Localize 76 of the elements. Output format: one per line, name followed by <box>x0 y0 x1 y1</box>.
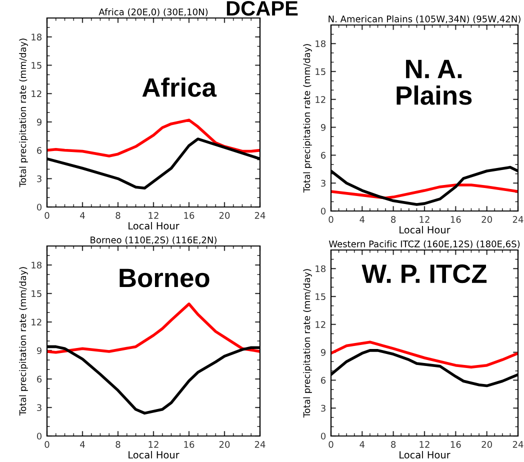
x-tick-label: 0 <box>44 441 50 448</box>
chart-title: Africa (20E,0) (30E,10N) <box>98 8 208 16</box>
y-tick-label: 12 <box>32 318 42 326</box>
chart-title: Western Pacific ITCZ (160E,12S) (180E,6S) <box>328 240 520 248</box>
text: DCAPE <box>226 1 298 16</box>
y-tick-label: 15 <box>32 62 42 69</box>
y-tick-label: 3 <box>37 175 42 182</box>
y-tick-label: 15 <box>316 293 326 300</box>
y-tick-label: 18 <box>32 34 42 40</box>
x-tick-label: 0 <box>328 441 334 448</box>
y-axis-title: Total precipitation rate (mm/day) <box>303 269 312 418</box>
y-tick-label: 0 <box>320 432 326 440</box>
line-series <box>47 302 260 354</box>
line-series <box>47 118 260 158</box>
y-tick-label: 18 <box>316 40 326 48</box>
x-axis-title: Local Hour <box>128 222 180 230</box>
x-tick-label: 0 <box>328 216 334 223</box>
y-tick-label: 9 <box>320 124 326 131</box>
annotation: W. P. ITCZ <box>362 264 487 284</box>
x-tick-label: 8 <box>116 212 120 219</box>
y-tick-label: 6 <box>321 376 326 384</box>
x-tick-label: 16 <box>450 441 461 448</box>
x-tick-label: 8 <box>391 441 396 448</box>
x-tick-label: 4 <box>360 216 365 223</box>
x-tick-label: 16 <box>184 212 194 219</box>
y-axis-title: Total precipitation rate (mm/day) <box>19 267 28 416</box>
x-tick-label: 16 <box>184 441 194 448</box>
y-tick-label: 0 <box>36 432 42 440</box>
y-tick-label: 15 <box>316 68 326 76</box>
y-tick-label: 18 <box>32 262 42 269</box>
y-tick-label: 0 <box>36 204 42 211</box>
chart-title: N. American Plains (105W,34N) (95W,42N) <box>328 15 520 24</box>
x-tick-label: 20 <box>219 212 230 219</box>
y-tick-label: 9 <box>36 347 42 354</box>
y-tick-label: 9 <box>36 118 42 126</box>
line-series <box>331 340 518 369</box>
x-tick-label: 4 <box>80 212 85 219</box>
x-tick-label: 12 <box>420 441 430 448</box>
y-tick-label: 3 <box>321 404 326 412</box>
x-axis-title: Local Hour <box>400 226 450 234</box>
y-tick-label: 6 <box>37 376 42 383</box>
chart-title: Borneo (110E,2S) (116E,2N) <box>90 236 216 244</box>
line-series <box>331 184 518 200</box>
y-tick-label: 3 <box>37 404 42 412</box>
x-tick-label: 0 <box>44 212 50 219</box>
y-tick-label: 3 <box>321 180 326 187</box>
x-tick-label: 12 <box>420 216 430 223</box>
annotation: Africa <box>142 78 217 97</box>
x-axis-title: Local Hour <box>400 450 450 459</box>
y-tick-label: 12 <box>316 321 326 328</box>
x-tick-label: 16 <box>450 216 461 223</box>
x-axis-title: Local Hour <box>128 450 180 459</box>
x-tick-label: 8 <box>391 216 396 223</box>
y-tick-label: 12 <box>316 96 326 103</box>
x-tick-label: 4 <box>80 441 85 448</box>
annotation: Borneo <box>120 268 210 288</box>
x-tick-label: 24 <box>254 212 266 219</box>
x-tick-label: 4 <box>360 441 365 448</box>
x-tick-label: 24 <box>254 441 266 448</box>
y-tick-label: 12 <box>32 90 42 98</box>
annotation: N. A. Plains <box>396 60 472 105</box>
x-tick-label: 24 <box>512 216 524 223</box>
y-tick-label: 18 <box>316 265 326 272</box>
x-tick-label: 12 <box>148 212 158 219</box>
y-tick-label: 15 <box>32 290 42 298</box>
y-tick-label: 9 <box>320 349 326 356</box>
y-tick-label: 6 <box>321 152 326 159</box>
y-tick-label: 6 <box>37 147 42 154</box>
x-tick-label: 12 <box>148 441 158 448</box>
x-tick-label: 24 <box>512 441 524 448</box>
x-tick-label: 8 <box>116 441 120 448</box>
y-axis-title: Total precipitation rate (mm/day) <box>303 44 312 193</box>
y-axis-title: Total precipitation rate (mm/day) <box>19 38 28 188</box>
x-tick-label: 20 <box>482 216 492 223</box>
x-tick-label: 20 <box>482 441 492 448</box>
x-tick-label: 20 <box>219 441 230 448</box>
